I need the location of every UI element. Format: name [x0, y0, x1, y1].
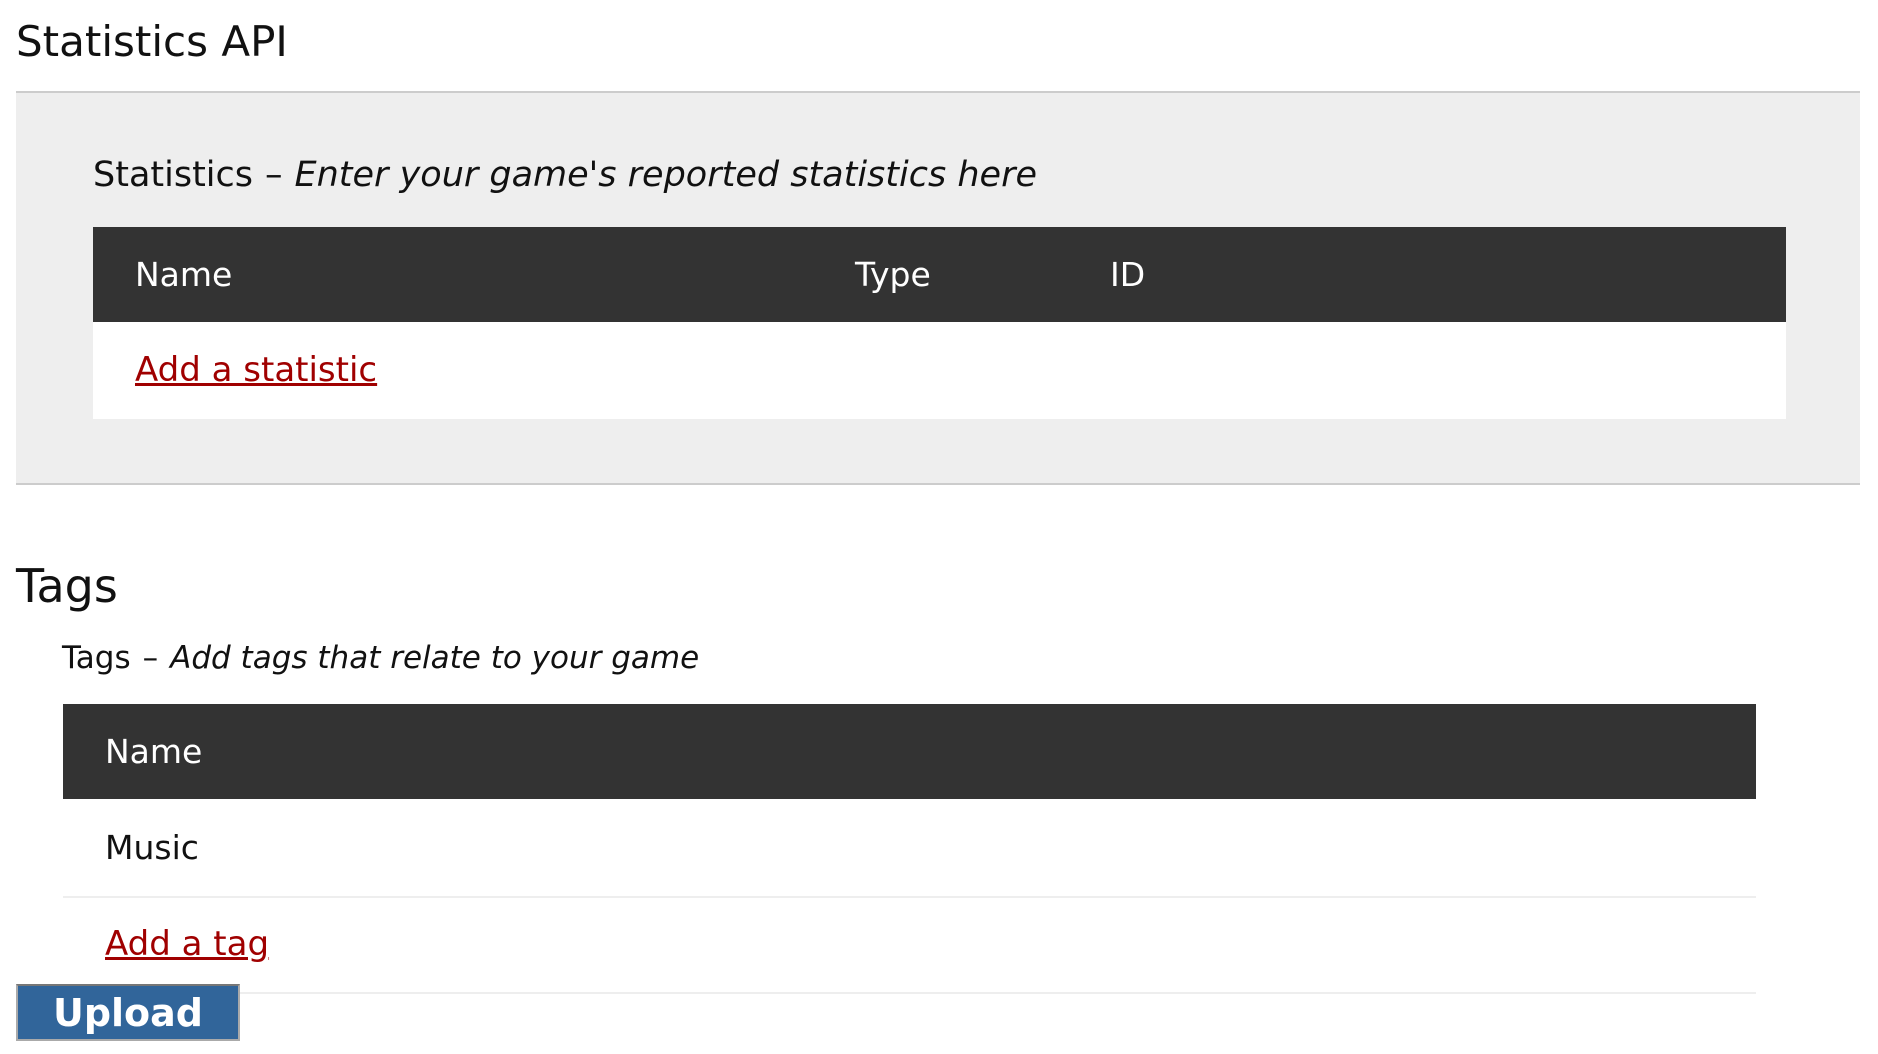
tags-heading: Tags — [16, 559, 118, 613]
separator: – — [142, 640, 159, 676]
tags-table-header: Name — [63, 704, 1756, 799]
column-header-id: ID — [1110, 255, 1146, 294]
tag-name: Music — [105, 828, 199, 867]
statistics-hint: Enter your game's reported statistics he… — [294, 155, 1038, 195]
tags-hint: Add tags that relate to your game — [170, 640, 700, 676]
add-statistic-link[interactable]: Add a statistic — [135, 350, 378, 390]
add-tag-link[interactable]: Add a tag — [105, 924, 270, 964]
tags-subtitle: Tags – Add tags that relate to your game — [62, 638, 699, 678]
statistics-api-heading: Statistics API — [16, 17, 288, 66]
table-row: Music — [63, 799, 1756, 898]
upload-button[interactable]: Upload — [16, 984, 240, 1041]
column-header-type: Type — [855, 255, 931, 294]
statistics-table-header: Name Type ID — [93, 227, 1786, 322]
statistics-add-row: Add a statistic — [93, 322, 1786, 419]
statistics-label: Statistics — [93, 155, 253, 195]
column-header-name: Name — [105, 732, 203, 771]
tags-add-row: Add a tag — [63, 897, 1756, 994]
column-header-name: Name — [135, 255, 233, 294]
statistics-subtitle: Statistics – Enter your game's reported st… — [93, 152, 1037, 198]
separator: – — [265, 155, 283, 195]
tags-label: Tags — [62, 640, 131, 676]
